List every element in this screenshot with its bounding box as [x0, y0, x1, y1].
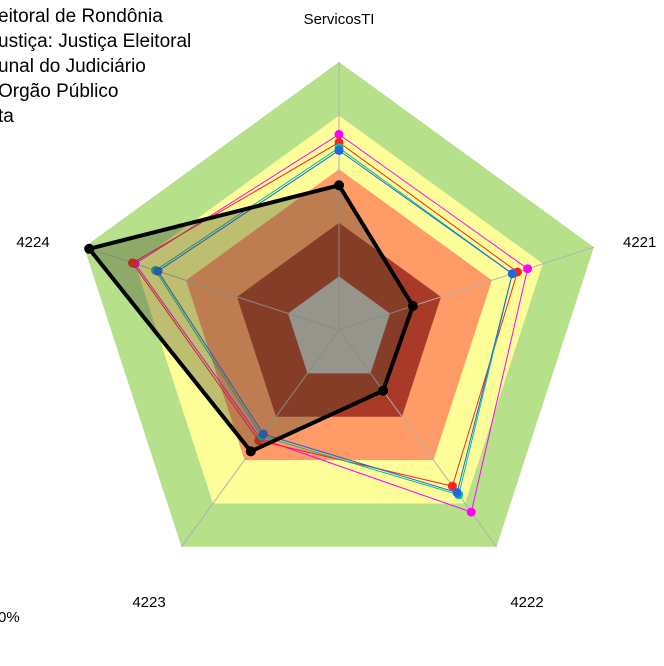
- axis-label-4223: 4223: [132, 594, 165, 611]
- series-2-line: [132, 141, 518, 487]
- series-1-point-4222: [466, 507, 476, 517]
- legend-item-4: Orgão Público: [0, 81, 118, 102]
- footer-percent-label: 0%: [0, 609, 20, 626]
- series-4-point-4222: [452, 488, 462, 498]
- series-0-point-4221: [407, 301, 418, 311]
- series-4-point-4224: [153, 266, 163, 276]
- series-1-point-servicosti: [334, 129, 344, 139]
- axis-label-servicosti: ServicosTI: [304, 11, 375, 28]
- series-0-point-4224: [84, 243, 95, 254]
- series-4-point-4221: [507, 269, 517, 279]
- radar-series: [84, 129, 533, 517]
- series-2-point-4224: [128, 258, 137, 268]
- legend-item-2: ustiça: Justiça Eleitoral: [0, 31, 191, 52]
- spoke-4224: [83, 246, 340, 331]
- series-0-point-4223: [245, 446, 256, 457]
- series-4-point-4223: [258, 429, 268, 439]
- series-0-point-4222: [378, 385, 389, 396]
- axis-label-4221: 4221: [623, 234, 656, 251]
- series-4-line: [157, 149, 513, 494]
- series-1-point-4221: [523, 264, 533, 274]
- legend-item-1: eitoral de Rondônia: [0, 6, 163, 27]
- series-1-line: [134, 133, 529, 513]
- axis-label-4222: 4222: [510, 594, 543, 611]
- legend-item-3: unal do Judiciário: [0, 56, 146, 77]
- series-2-point-4222: [447, 481, 457, 491]
- series-0-line: [87, 183, 415, 454]
- spoke-4221: [338, 246, 595, 331]
- axis-label-4224: 4224: [16, 234, 49, 251]
- series-4-point-servicosti: [334, 145, 344, 155]
- legend-item-5: ta: [0, 106, 14, 127]
- series-0-point-servicosti: [334, 180, 344, 191]
